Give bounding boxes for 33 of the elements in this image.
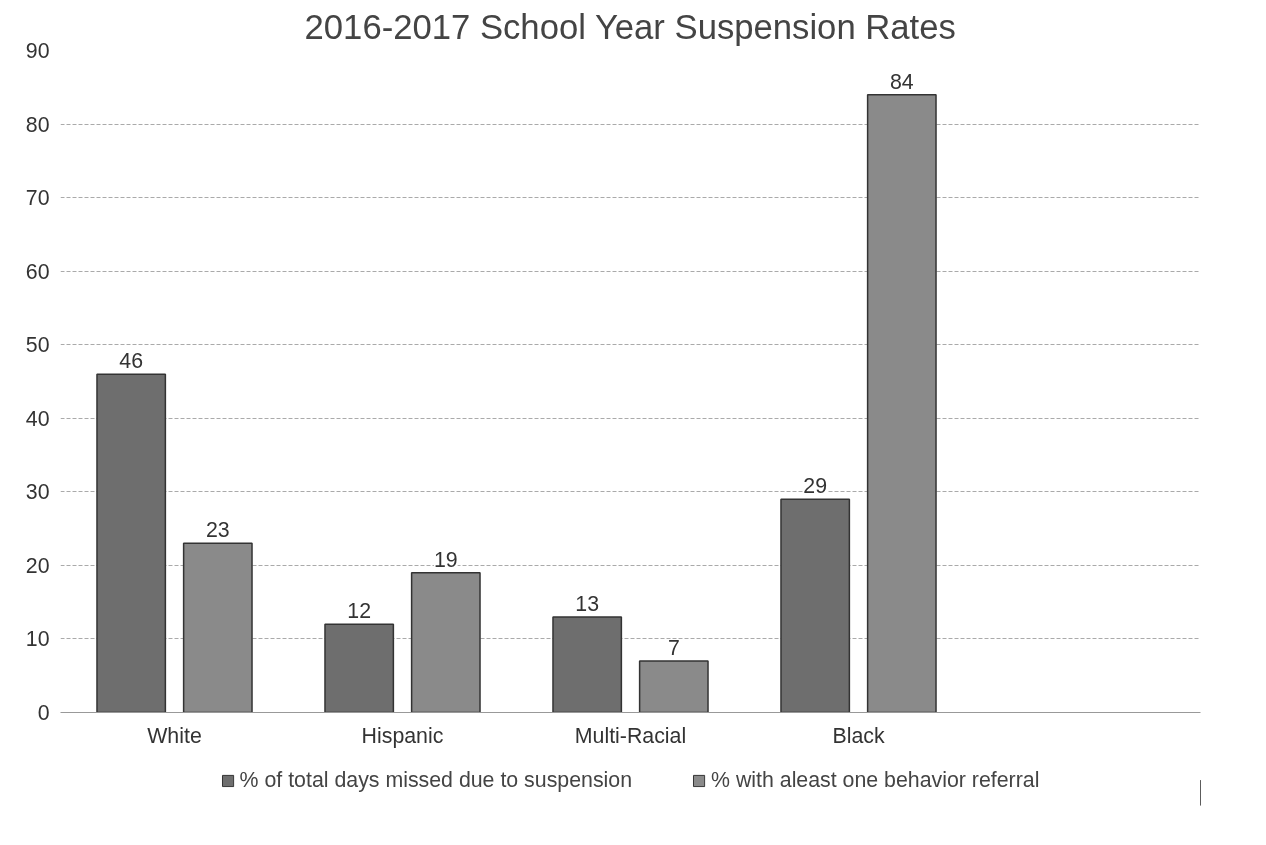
x-tick-label: Multi-Racial (574, 723, 687, 748)
chart-title: 2016-2017 School Year Suspension Rates (304, 7, 956, 46)
legend-label: % of total days missed due to suspension (239, 767, 633, 793)
y-tick-label: 90 (25, 39, 50, 63)
x-tick-label: Hispanic (361, 723, 444, 748)
bar (866, 93, 937, 713)
y-tick-label: 80 (25, 112, 50, 137)
data-label: 7 (667, 636, 680, 661)
y-tick-label: 50 (25, 333, 50, 358)
data-label: 29 (803, 474, 828, 499)
legend-label: % with aleast one behavior referral (711, 767, 1040, 793)
x-tick-label: Black (832, 723, 885, 748)
bar (96, 373, 167, 713)
bar (552, 616, 623, 713)
y-tick-label: 10 (25, 627, 50, 652)
bar (182, 542, 253, 713)
data-label: 84 (889, 69, 914, 94)
data-label: 19 (433, 547, 458, 572)
y-tick-label: 30 (25, 480, 50, 505)
bar (780, 498, 851, 713)
y-tick-label: 20 (25, 553, 50, 578)
y-tick-label: 0 (37, 701, 50, 725)
data-label: 13 (575, 591, 600, 616)
x-tick-label: White (147, 723, 202, 748)
y-tick-label: 60 (25, 259, 50, 284)
y-tick-label: 40 (25, 406, 50, 431)
y-tick-label: 70 (25, 186, 50, 211)
data-label: 23 (205, 518, 230, 543)
data-label: 12 (347, 599, 372, 624)
bar (638, 660, 709, 713)
data-label: 46 (119, 349, 144, 374)
bar (324, 623, 395, 713)
bar (410, 571, 481, 713)
